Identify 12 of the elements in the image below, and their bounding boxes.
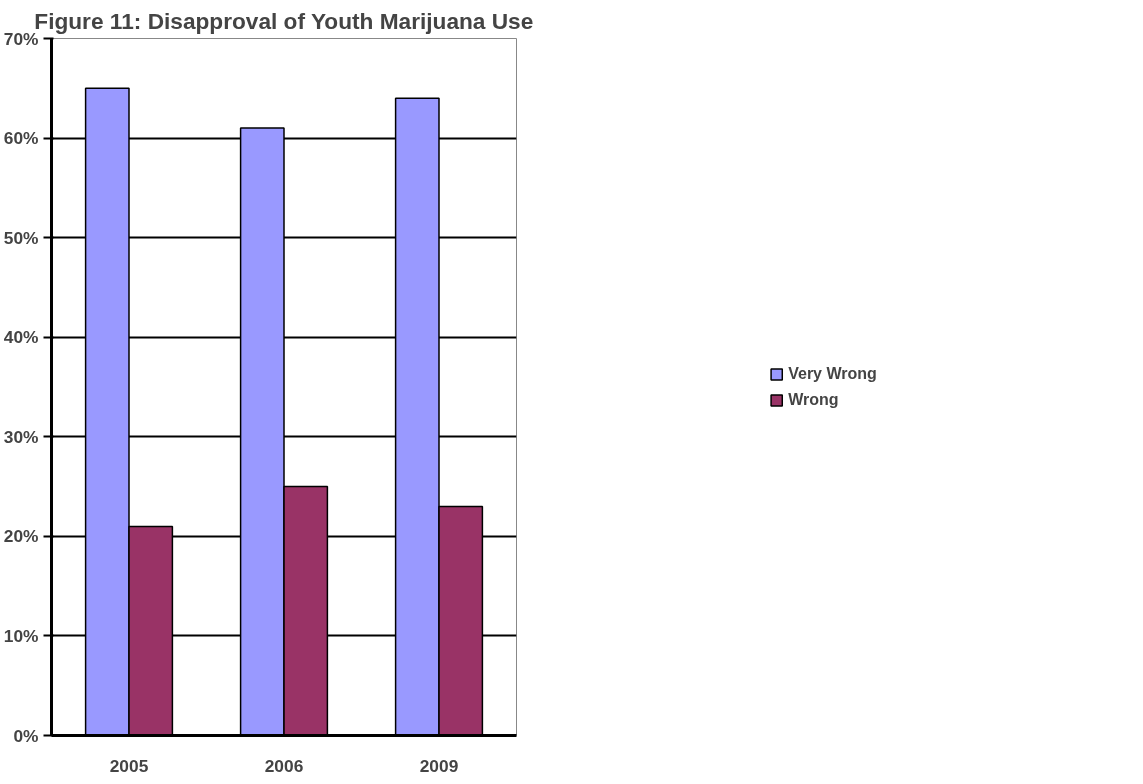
x-tick-label: 2006 xyxy=(264,755,304,776)
y-tick-label: 40% xyxy=(3,327,39,348)
legend-label: Very Wrong xyxy=(788,364,877,383)
x-tick-label: 2009 xyxy=(419,755,459,776)
y-tick-label: 20% xyxy=(3,526,39,547)
legend-label: Wrong xyxy=(788,390,839,409)
y-tick-label: 0% xyxy=(13,725,39,746)
y-tick-label: 10% xyxy=(3,625,39,646)
y-tick-label: 60% xyxy=(3,128,39,149)
x-tick-label: 2005 xyxy=(109,755,149,776)
y-tick-label: 50% xyxy=(3,227,39,248)
y-tick-label: 30% xyxy=(3,426,39,447)
